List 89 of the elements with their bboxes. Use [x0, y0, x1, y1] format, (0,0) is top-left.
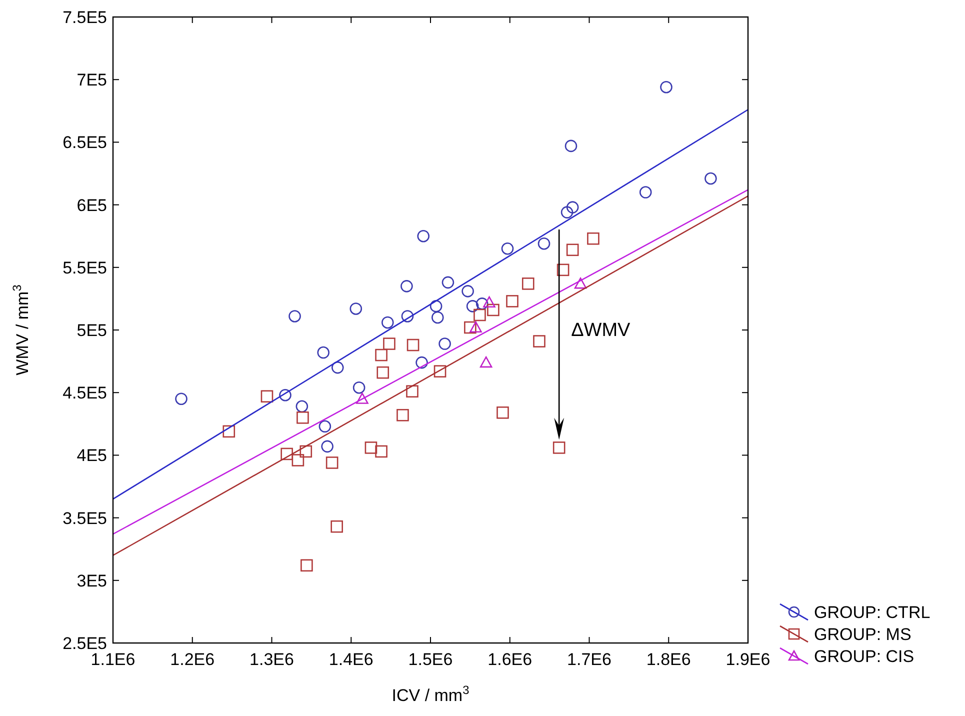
point: [501, 242, 514, 255]
point: [406, 385, 418, 398]
point: [660, 80, 672, 94]
point: [556, 264, 570, 276]
point: [430, 300, 442, 312]
point: [280, 448, 293, 460]
point: [300, 559, 313, 572]
x-tick-label: 1.9E6: [726, 650, 770, 669]
y-tick-label: 6E5: [76, 196, 107, 215]
point: [400, 280, 413, 292]
point: [288, 310, 301, 322]
y-tick-label: 3E5: [76, 571, 107, 590]
point: [487, 304, 500, 316]
point: [296, 411, 309, 424]
point: [566, 201, 579, 214]
point: [292, 454, 304, 466]
point: [416, 356, 428, 369]
point: [318, 420, 332, 433]
point: [476, 298, 488, 310]
y-tick-label: 7E5: [76, 70, 107, 90]
point: [401, 310, 414, 322]
point: [406, 338, 420, 352]
y-tick-label: 5.5E5: [62, 258, 107, 278]
point: [222, 425, 236, 438]
point: [462, 285, 474, 298]
y-tick-label: 3.5E5: [62, 508, 107, 528]
point: [496, 406, 509, 419]
point: [552, 442, 566, 454]
point: [470, 321, 482, 333]
y-tick-label: 4E5: [76, 446, 107, 466]
point: [396, 408, 409, 422]
point: [506, 295, 518, 308]
legend-label: GROUP: MS: [814, 624, 912, 644]
point: [364, 442, 378, 454]
point: [417, 230, 430, 242]
x-tick-label: 1.3E6: [250, 650, 294, 669]
point: [560, 206, 574, 218]
x-tick-label: 1.1E6: [90, 650, 136, 669]
point: [317, 346, 330, 359]
x-tick-label: 1.2E6: [170, 650, 215, 669]
point: [350, 302, 362, 315]
point: [330, 520, 343, 533]
point: [375, 348, 388, 362]
x-tick-label: 1.5E6: [408, 650, 453, 669]
point: [639, 186, 652, 198]
legend-label: GROUP: CTRL: [814, 602, 930, 622]
point: [381, 316, 394, 329]
y-tick-label: 2.5E5: [62, 634, 107, 653]
point: [587, 232, 600, 245]
point: [279, 388, 292, 402]
point: [321, 440, 334, 453]
point: [326, 456, 338, 469]
x-axis-title: ICV / mm$^{3}$: [392, 683, 470, 705]
point: [438, 338, 451, 350]
point: [296, 400, 308, 413]
y-tick-label: 6.5E5: [62, 133, 107, 152]
y-tick-label: 4.5E5: [62, 384, 107, 403]
legend-label: GROUP: CIS: [814, 646, 914, 666]
point: [442, 276, 454, 289]
point: [464, 321, 476, 334]
annotation: ΔWMV: [571, 320, 631, 342]
point: [480, 356, 492, 368]
point: [566, 244, 579, 256]
point: [522, 278, 534, 290]
point: [474, 308, 486, 322]
y-tick-label: 5E5: [76, 320, 107, 340]
point: [434, 365, 446, 378]
point: [260, 390, 274, 403]
point: [352, 381, 366, 394]
point: [538, 237, 550, 250]
point: [175, 392, 188, 406]
point: [376, 366, 390, 379]
point: [431, 311, 444, 324]
x-tick-label: 1.7E6: [567, 650, 612, 669]
x-tick-label: 1.6E6: [488, 650, 532, 669]
point: [574, 278, 587, 289]
point: [483, 296, 496, 308]
point: [704, 172, 717, 185]
point: [466, 300, 479, 312]
point: [383, 338, 396, 350]
point: [533, 335, 546, 348]
point: [375, 445, 388, 458]
point: [331, 361, 344, 374]
point: [356, 392, 368, 404]
x-tick-label: 1.4E6: [328, 650, 374, 669]
point: [564, 140, 578, 152]
point: [300, 445, 312, 458]
x-tick-label: 1.8E6: [646, 650, 691, 669]
y-tick-label: 7.5E5: [62, 8, 107, 27]
